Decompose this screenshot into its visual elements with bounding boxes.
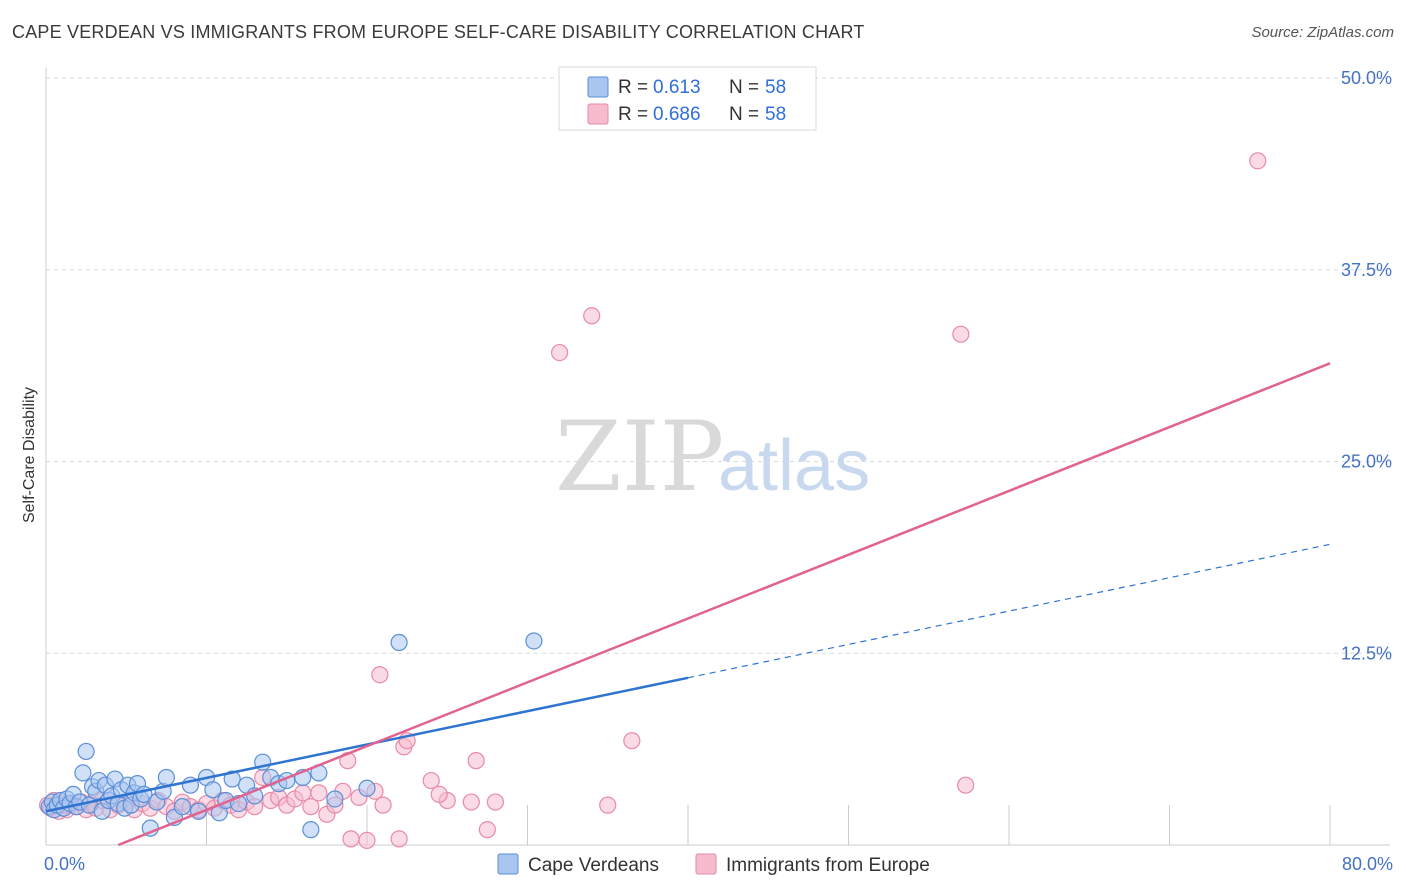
y-tick-label: 37.5% — [1341, 260, 1392, 280]
chart-title: CAPE VERDEAN VS IMMIGRANTS FROM EUROPE S… — [12, 22, 865, 42]
point-immigrants-europe — [623, 732, 641, 750]
point-cape-verdeans — [302, 821, 320, 839]
point-cape-verdeans — [157, 768, 175, 787]
legend-swatch-pink — [587, 103, 609, 125]
point-immigrants-europe — [390, 830, 408, 848]
point-immigrants-europe — [422, 771, 440, 790]
point-cape-verdeans — [358, 779, 376, 797]
point-cape-verdeans — [173, 798, 192, 816]
legend-n-value-1: 58 — [765, 77, 786, 98]
point-immigrants-europe — [550, 343, 569, 362]
point-immigrants-europe — [310, 784, 328, 802]
points-layer — [39, 152, 1267, 849]
x-tick-label-min: 0.0% — [44, 854, 85, 874]
legend-n-value-2: 58 — [765, 104, 786, 125]
point-immigrants-europe — [342, 830, 360, 848]
point-immigrants-europe — [462, 793, 480, 811]
point-cape-verdeans — [326, 790, 344, 808]
point-immigrants-europe — [1249, 152, 1267, 170]
point-cape-verdeans — [223, 770, 241, 788]
point-immigrants-europe — [371, 666, 389, 684]
chart-source: Source: ZipAtlas.com — [1251, 24, 1394, 41]
legend-r-value-2: 0.686 — [653, 104, 701, 125]
point-immigrants-europe — [478, 821, 496, 839]
y-tick-label: 12.5% — [1341, 643, 1392, 663]
legend-swatch-blue — [587, 76, 609, 98]
point-immigrants-europe — [374, 796, 392, 814]
bottom-legend-label-immigrants-europe: Immigrants from Europe — [726, 855, 930, 876]
point-cape-verdeans — [74, 764, 92, 782]
bottom-legend-swatch-pink — [695, 853, 717, 875]
legend-r-label-1: R = — [618, 77, 648, 98]
y-axis-title: Self-Care Disability — [21, 387, 38, 523]
legend-n-label-1: N = — [729, 77, 759, 98]
point-cape-verdeans — [390, 633, 408, 652]
axis-layer: 12.5% 25.0% 37.5% 50.0% 0.0% 80.0% — [44, 68, 1393, 874]
x-tick-label-max: 80.0% — [1342, 854, 1393, 874]
point-immigrants-europe — [583, 307, 601, 325]
point-immigrants-europe — [952, 325, 970, 343]
trend-line-cape-verdeans — [45, 676, 689, 813]
point-cape-verdeans — [204, 781, 222, 799]
watermark-zip: ZIP — [555, 401, 724, 513]
point-immigrants-europe — [486, 793, 504, 811]
watermark-atlas: atlas — [718, 426, 870, 506]
y-tick-label: 50.0% — [1341, 68, 1392, 88]
trend-layer — [45, 362, 1331, 847]
point-immigrants-europe — [599, 796, 617, 814]
trend-line-cape-verdeans-projection — [687, 543, 1331, 679]
top-legend: R = 0.613 N = 58 R = 0.686 N = 58 — [558, 66, 817, 131]
grid-layer — [46, 77, 1390, 654]
trend-line-immigrants-europe — [117, 362, 1331, 847]
y-tick-label: 25.0% — [1341, 452, 1392, 472]
point-immigrants-europe — [358, 831, 376, 849]
point-immigrants-europe — [430, 785, 448, 803]
point-immigrants-europe — [302, 798, 320, 816]
bottom-legend-swatch-blue — [497, 853, 519, 875]
bottom-legend-label-cape-verdeans: Cape Verdeans — [528, 855, 659, 876]
point-cape-verdeans — [77, 742, 95, 761]
legend-r-value-1: 0.613 — [653, 77, 701, 98]
point-immigrants-europe — [957, 776, 975, 794]
bottom-legend: Cape Verdeans Immigrants from Europe — [497, 853, 930, 876]
legend-r-label-2: R = — [618, 104, 648, 125]
point-immigrants-europe — [467, 752, 485, 770]
point-cape-verdeans — [525, 632, 543, 650]
watermark: ZIP atlas — [555, 401, 870, 513]
legend-n-label-2: N = — [729, 104, 759, 125]
